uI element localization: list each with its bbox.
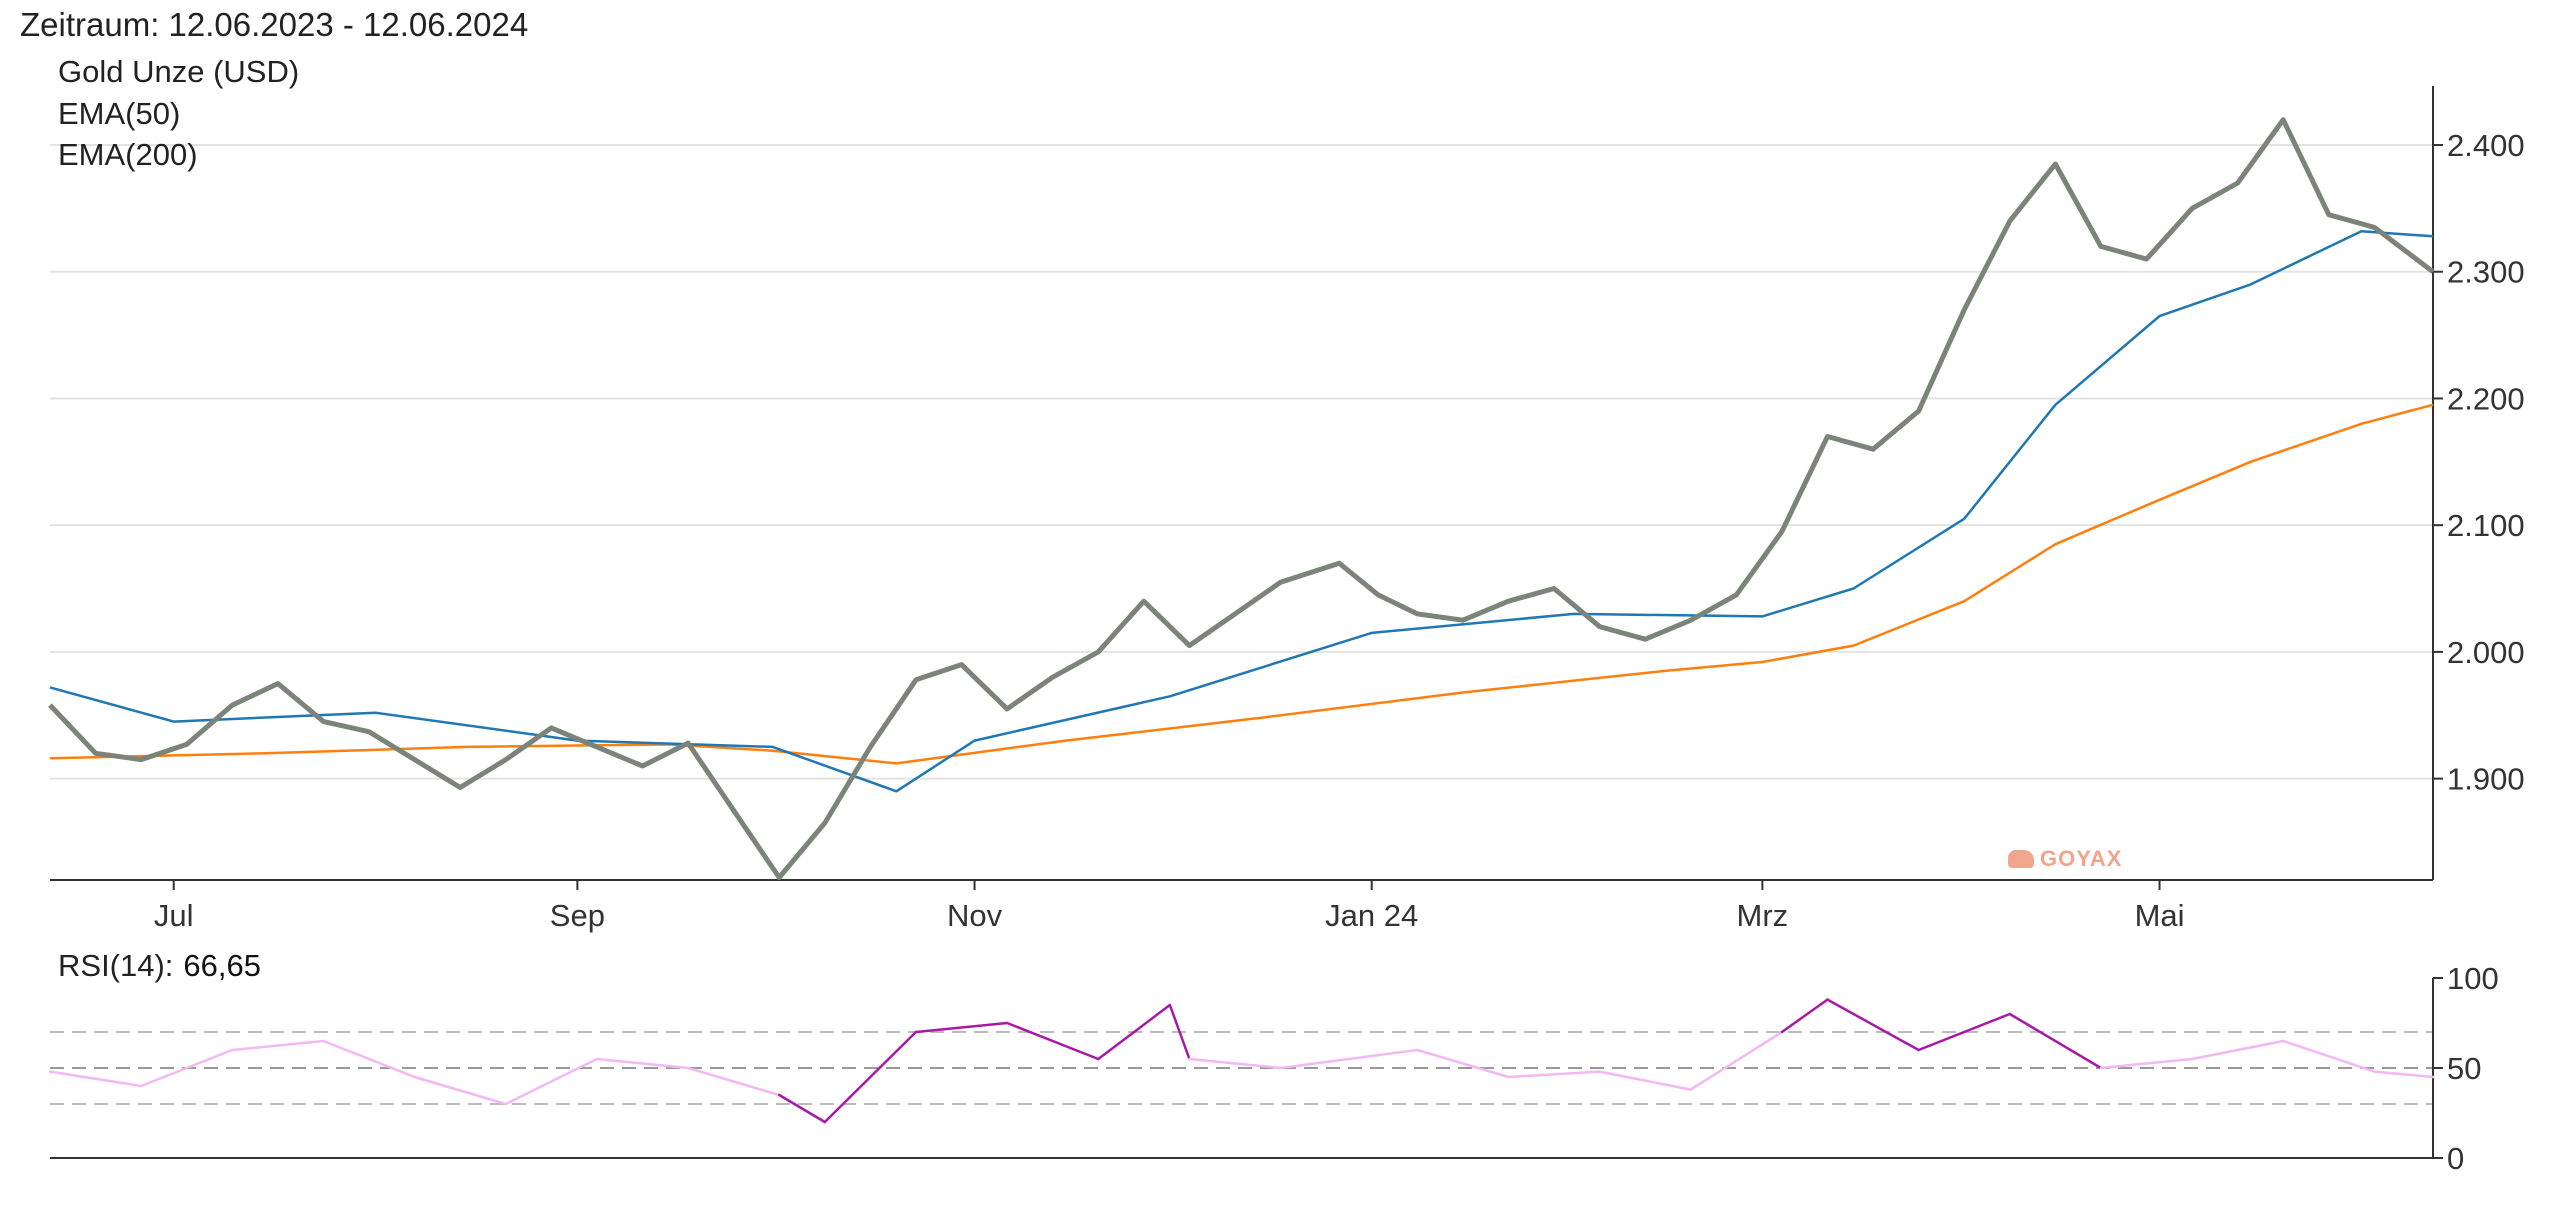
rsi-segment	[139, 1048, 234, 1088]
rsi-segment	[504, 1057, 599, 1106]
legend-ema200: EMA(200)	[58, 137, 198, 172]
x-tick-label: Mai	[2135, 898, 2185, 933]
rsi-segment	[1188, 1057, 1282, 1070]
rsi-segment	[231, 1039, 325, 1052]
rsi-segment	[1507, 1070, 1601, 1079]
watermark-text: GOYAX	[2040, 846, 2123, 871]
rsi-y-tick-label: 50	[2447, 1051, 2481, 1086]
rsi-segment	[2099, 1057, 2194, 1070]
rsi-segment	[1689, 1030, 1784, 1091]
y-tick-label: 2.300	[2447, 255, 2525, 290]
rsi-segment	[1097, 1003, 1172, 1061]
rsi-label: RSI(14): 66,65	[58, 948, 261, 984]
y-tick-label: 2.400	[2447, 128, 2525, 163]
x-tick-label: Mrz	[1737, 898, 1789, 933]
gold-price-line	[48, 117, 2435, 880]
x-tick-label: Jan 24	[1325, 898, 1418, 933]
rsi-segment	[1598, 1070, 1693, 1091]
ema200-line	[49, 403, 2434, 765]
legend-ema50: EMA(50)	[58, 96, 181, 131]
rsi-segment	[1780, 998, 1829, 1034]
ema50-line	[49, 229, 2434, 793]
rsi-segment	[1826, 998, 1920, 1052]
rsi-segment	[686, 1066, 781, 1097]
rsi-segment	[1168, 1003, 1191, 1061]
rsi-y-tick-label: 100	[2447, 961, 2499, 996]
rsi-segment	[1005, 1021, 1100, 1061]
rsi-y-tick-label: 0	[2447, 1141, 2464, 1176]
rsi-segment	[777, 1093, 827, 1124]
rsi-segment	[1917, 1012, 2012, 1052]
rsi-segment	[2190, 1039, 2285, 1061]
y-tick-label: 2.000	[2447, 635, 2525, 670]
period-title: Zeitraum: 12.06.2023 - 12.06.2024	[20, 6, 529, 43]
rsi-label-text: RSI(14):	[58, 948, 174, 983]
y-tick-label: 2.200	[2447, 381, 2525, 416]
rsi-segment	[2373, 1070, 2435, 1079]
bull-icon	[2008, 850, 2034, 868]
rsi-segment	[914, 1021, 1009, 1034]
goyax-watermark: GOYAX	[2008, 846, 2122, 872]
legend-gold: Gold Unze (USD)	[58, 54, 300, 89]
x-tick-label: Jul	[154, 898, 194, 933]
x-tick-label: Nov	[947, 898, 1003, 933]
rsi-segment	[823, 1030, 918, 1124]
y-tick-label: 1.900	[2447, 762, 2525, 797]
rsi-segment	[1279, 1048, 1419, 1070]
rsi-value: 66,65	[183, 948, 261, 983]
rsi-segment	[2008, 1012, 2103, 1070]
rsi-segment	[2281, 1039, 2376, 1073]
rsi-segment	[48, 1070, 143, 1088]
y-tick-label: 2.100	[2447, 508, 2525, 543]
rsi-segment	[413, 1075, 508, 1106]
rsi-segment	[322, 1039, 416, 1079]
x-tick-label: Sep	[550, 898, 605, 933]
rsi-segment	[1416, 1048, 1510, 1079]
rsi-segment	[595, 1057, 690, 1070]
